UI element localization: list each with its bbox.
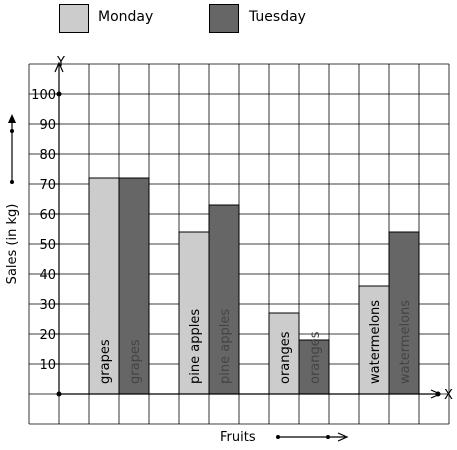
y-ticks: 10 20 30 40 50 60 70 80 90 100: [31, 88, 59, 373]
bar-label: oranges: [308, 331, 323, 384]
y-tick-label: 10: [39, 358, 56, 373]
y-axis-arrow-icon: [54, 61, 64, 73]
bar-label: pine apples: [188, 309, 203, 384]
legend-label-tuesday: Tuesday: [249, 9, 306, 25]
x-end-dot: [435, 391, 441, 397]
y-axis-title: Sales (in kg): [5, 204, 20, 285]
y-tick-label: 50: [39, 238, 56, 253]
decorative-arrow-right-icon: [276, 432, 349, 442]
y-axis-letter: Y: [56, 55, 65, 70]
y-tick-label: 20: [39, 328, 56, 343]
bars: grapes grapes pine apples pine apples orange…: [88, 177, 420, 395]
bar-label: watermelons: [398, 300, 413, 384]
x-axis-letter: X: [444, 388, 453, 403]
legend-swatch-tuesday: [209, 4, 239, 33]
bar-label: grapes: [98, 339, 113, 384]
x-axis-title: Fruits: [220, 430, 256, 445]
legend-swatch-monday: [59, 4, 89, 33]
y-tick-label: 60: [39, 208, 56, 223]
bar: [208, 204, 240, 395]
y-tick-label: 30: [39, 298, 56, 313]
bar-label: pine apples: [218, 309, 233, 384]
y-tick-label: 70: [39, 178, 56, 193]
y-tick-label: 80: [39, 148, 56, 163]
y-tick-label: 90: [39, 118, 56, 133]
y-tick-label: 100: [31, 88, 56, 103]
origin-dot: [56, 391, 62, 397]
bar: [298, 339, 330, 395]
bar: [118, 177, 150, 395]
y-tick-label: 40: [39, 268, 56, 283]
legend-label-monday: Monday: [98, 9, 154, 25]
bar: [268, 312, 300, 395]
bar-label: watermelons: [368, 300, 383, 384]
bar-label: oranges: [278, 331, 293, 384]
bar-label: grapes: [128, 339, 143, 384]
decorative-arrow-up-icon: [8, 114, 16, 184]
bar: [88, 177, 120, 395]
